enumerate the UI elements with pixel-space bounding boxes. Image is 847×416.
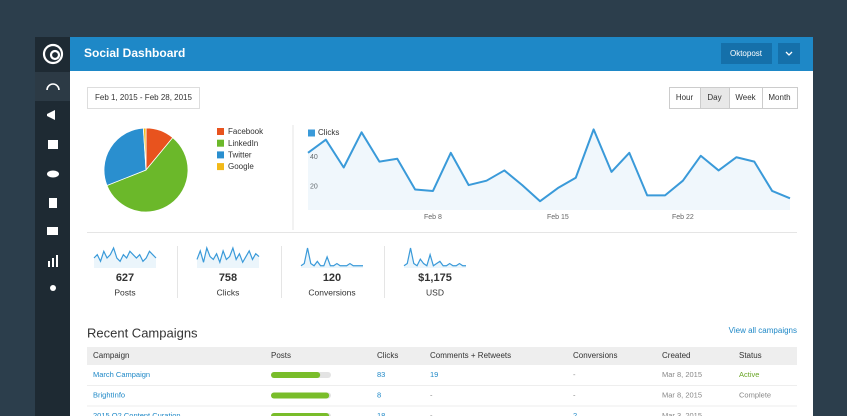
line-area xyxy=(308,129,790,210)
view-all-link[interactable]: View all campaigns xyxy=(729,326,797,335)
icon-calendar[interactable] xyxy=(48,140,58,149)
column-header: Comments + Retweets xyxy=(430,351,511,360)
section-title: Recent Campaigns xyxy=(87,325,198,340)
icon-publish[interactable] xyxy=(47,110,55,120)
posts-bar xyxy=(271,413,330,416)
date-range[interactable]: Feb 1, 2015 - Feb 28, 2015 xyxy=(95,93,193,102)
table-cell[interactable]: BrightInfo xyxy=(93,390,125,399)
table-cell: 2 xyxy=(573,411,577,416)
legend-swatch xyxy=(217,139,224,147)
legend-label: Clicks xyxy=(318,128,339,137)
line-series xyxy=(307,128,791,203)
pie-slice xyxy=(142,127,147,171)
date-range-box[interactable] xyxy=(87,87,200,109)
granularity-label[interactable]: Day xyxy=(707,93,721,102)
stat-value: 627 xyxy=(116,272,134,284)
table-cell: - xyxy=(430,411,433,416)
table-cell: 19 xyxy=(430,370,438,379)
dropdown-caret xyxy=(785,51,793,56)
x-tick-label: Feb 15 xyxy=(547,214,569,221)
column-header: Status xyxy=(739,351,762,360)
sidebar-icons xyxy=(46,83,60,291)
table-cell: Mar 8, 2015 xyxy=(662,390,702,399)
stat-value: 120 xyxy=(323,272,341,284)
account-button[interactable] xyxy=(721,43,772,64)
sparkline-area xyxy=(94,248,156,268)
account-name[interactable]: Oktopost xyxy=(730,49,763,58)
legend-swatch xyxy=(217,128,224,135)
table-cell: Mar 8, 2015 xyxy=(662,370,702,379)
x-tick-label: Feb 8 xyxy=(424,214,442,221)
stat-label: Posts xyxy=(114,287,135,297)
sidebar-active xyxy=(35,72,70,101)
table-cell: Active xyxy=(739,370,759,379)
stat-value: $1,175 xyxy=(418,272,452,284)
legend-label: Facebook xyxy=(228,127,264,136)
icon-library[interactable] xyxy=(49,198,57,208)
column-header: Created xyxy=(662,351,690,360)
table-header xyxy=(87,347,797,365)
column-header: Campaign xyxy=(93,351,129,360)
pie-slice xyxy=(106,137,189,213)
account-dropdown[interactable] xyxy=(778,43,800,64)
legend-label: Twitter xyxy=(228,151,252,160)
icon-monitor[interactable] xyxy=(47,170,59,178)
column-header: Clicks xyxy=(377,351,398,360)
stat-label: USD xyxy=(426,287,444,297)
posts-bar xyxy=(271,372,321,378)
y-tick-label: 40 xyxy=(310,154,318,161)
stat-label: Conversions xyxy=(308,287,355,297)
granularity-label[interactable]: Week xyxy=(735,93,756,102)
legend-label: Google xyxy=(228,162,254,171)
table-cell[interactable]: 2015 Q2 Content Curation xyxy=(93,411,181,416)
sparkline-area xyxy=(404,248,466,268)
legend-swatch xyxy=(217,163,224,171)
stat-value: 758 xyxy=(219,272,237,284)
icon-users[interactable] xyxy=(50,285,56,291)
table-cell: - xyxy=(573,390,576,399)
legend-label: LinkedIn xyxy=(228,139,258,148)
table-cell: - xyxy=(573,370,576,379)
icon-dashboard[interactable] xyxy=(46,83,60,91)
posts-bar xyxy=(271,392,330,399)
table-cell: - xyxy=(430,390,433,399)
sparkline xyxy=(93,246,157,263)
pie-slice xyxy=(103,127,147,186)
sparkline xyxy=(403,247,466,267)
table-cell: Complete xyxy=(739,390,771,399)
sparkline xyxy=(196,245,260,265)
stat-label: Clicks xyxy=(217,287,240,297)
app-title: Social Dashboard xyxy=(84,46,185,60)
table-cell: 8 xyxy=(377,390,381,399)
logo xyxy=(42,43,64,65)
sparkline xyxy=(300,247,363,267)
column-header: Posts xyxy=(271,351,291,360)
icon-conversations[interactable] xyxy=(47,227,58,235)
icon-reports[interactable] xyxy=(48,255,58,267)
table-cell: 83 xyxy=(377,370,385,379)
column-header: Conversions xyxy=(573,351,617,360)
y-tick-label: 20 xyxy=(310,183,318,190)
granularity-label[interactable]: Hour xyxy=(676,93,694,102)
x-tick-label: Feb 22 xyxy=(672,214,694,221)
header xyxy=(70,37,813,71)
legend-swatch xyxy=(308,129,315,137)
table-cell[interactable]: March Campaign xyxy=(93,370,150,379)
granularity-label[interactable]: Month xyxy=(768,93,790,102)
table-cell: Mar 3, 2015 xyxy=(662,411,702,416)
legend-swatch xyxy=(217,151,224,159)
granularity-button[interactable] xyxy=(762,87,798,109)
table-cell: 18 xyxy=(377,411,385,416)
